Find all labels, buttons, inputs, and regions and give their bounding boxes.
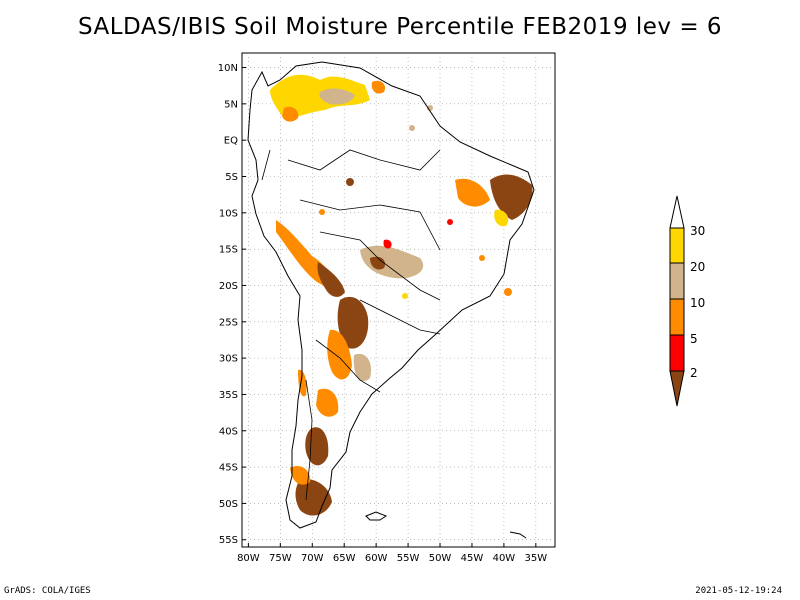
patch-patagonia-orange [290,465,311,485]
tick-label-lon: 40W [493,553,516,564]
tick-label-lat: 10S [219,208,238,219]
map-panel: 80W 75W 70W 65W 60W 55W 50W 45W 40W 35W 10N 5N EQ 5S 1… [218,52,556,564]
colorbar-label-2: 2 [690,366,698,380]
patch-arg-mid [316,388,339,417]
tick-label-lon: 80W [237,553,260,564]
colorbar-label-30: 30 [690,224,705,238]
patch-dot-7 [479,255,485,261]
colorbar-seg-30 [669,227,685,264]
colorbar-seg-5 [669,334,685,372]
tick-label-lat: 15S [219,245,238,256]
tick-label-lat: 45S [219,463,238,474]
footer-credit: GrADS: COLA/IGES [4,586,91,596]
colorbar-seg-10 [669,298,685,336]
footer-timestamp: 2021-05-12-19:24 [695,586,782,596]
tick-label-lat: 25S [219,317,238,328]
country-borders [261,149,441,501]
tick-label-lat: 20S [219,281,238,292]
tick-label-lat: 5N [224,99,238,110]
patch-brazil-center-brown [370,256,386,270]
patch-brazil-center [360,245,424,279]
grid-lines [242,53,555,547]
south-georgia-mark [509,531,527,539]
patch-dot-2 [319,209,325,215]
map-title: SALDAS/IBIS Soil Moisture Percentile FEB… [77,14,723,40]
patch-orange-north [282,106,299,122]
percentile-shading [270,74,533,516]
tick-label-lon: 65W [333,553,356,564]
tick-label-lat: 40S [219,426,238,437]
patch-chaco-tan [353,353,372,382]
patch-patagonia-s [295,479,332,516]
patch-dot-5 [504,288,512,296]
patch-tan-north [319,88,355,105]
patch-chaco-orange [327,329,352,380]
tick-label-lon: 35W [525,553,548,564]
tick-label-lat: 30S [219,354,238,365]
tick-label-lat: 35S [219,390,238,401]
colorbar-label-10: 10 [690,296,705,310]
tick-label-lat: 10N [218,63,238,74]
tick-label-lon: 60W [365,553,388,564]
axis-ticks: 80W 75W 70W 65W 60W 55W 50W 45W 40W 35W 10N 5N EQ 5S 1… [218,63,547,564]
tick-label-lat: 5S [225,172,238,183]
colorbar-top-end [669,195,685,229]
patch-brazil-red [383,239,392,249]
tick-label-lon: 45W [461,553,484,564]
colorbar-bottom-end [669,370,685,407]
patch-dot-8 [402,293,408,299]
tick-label-lon: 55W [397,553,420,564]
colorbar: 30 20 10 5 2 [669,195,705,407]
tick-label-lat: 50S [219,499,238,510]
colorbar-seg-20 [669,262,685,300]
patch-dot-6 [447,219,453,225]
colorbar-label-5: 5 [690,332,698,346]
patch-chaco [337,296,369,349]
patch-dot-3 [409,125,415,131]
tick-label-lon: 75W [269,553,292,564]
patch-patagonia-n [305,427,329,466]
patch-orange-ne [371,80,386,94]
falkland-islands [365,511,388,521]
tick-label-lat: EQ [224,136,238,147]
map-frame [241,52,556,548]
patch-ne-brazil [490,174,533,220]
patch-ne-brazil-gold [494,209,509,227]
south-america-coastline [247,61,535,529]
tick-label-lat: 55S [219,535,238,546]
patch-andes-brown [317,262,345,297]
colorbar-label-20: 20 [690,260,705,274]
tick-label-lon: 50W [429,553,452,564]
patch-dot-1 [346,178,354,186]
tick-label-lon: 70W [301,553,324,564]
patch-ne-brazil-orange [455,178,490,207]
